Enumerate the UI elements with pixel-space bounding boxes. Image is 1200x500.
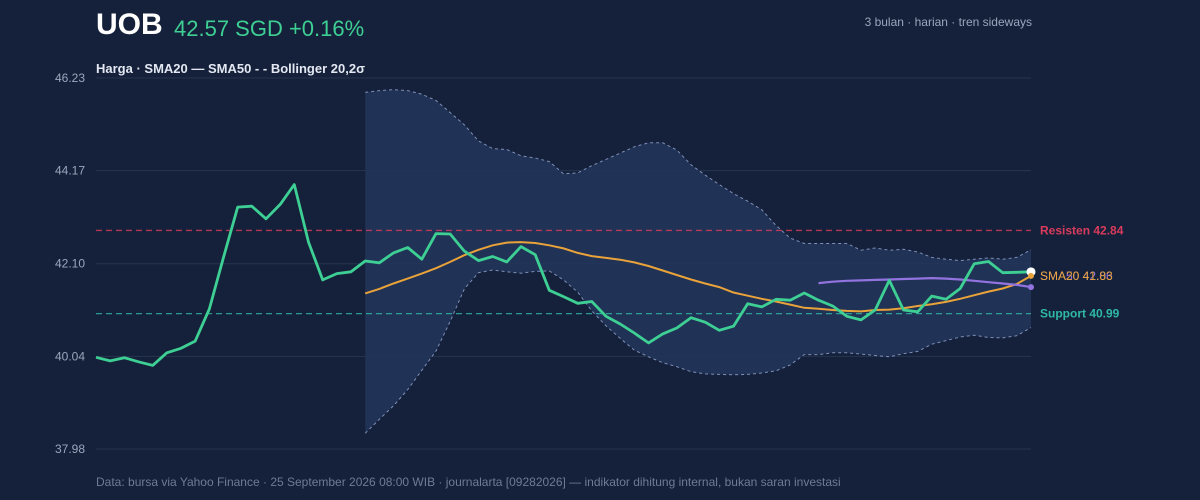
resisten-label: Resisten 42.84 — [1040, 223, 1124, 237]
support-label: Support 40.99 — [1040, 307, 1120, 321]
chart-legend: Harga · SMA20 — SMA50 - - Bollinger 20,2… — [96, 61, 365, 76]
sma20-line — [364, 241, 1032, 313]
y-tick-label: 37.98 — [55, 442, 85, 456]
chart-footer: Data: bursa via Yahoo Finance · 25 Septe… — [96, 475, 841, 489]
y-tick-label: 40.04 — [55, 349, 85, 363]
price-change: 42.57 SGD +0.16% — [174, 16, 365, 41]
y-tick-label: 42.10 — [55, 257, 85, 271]
bollinger-band — [365, 89, 1031, 434]
sma50-line — [818, 276, 1032, 289]
sma50-end-marker — [1028, 284, 1034, 291]
chart-subtitle: 3 bulan · harian · tren sideways — [864, 15, 1032, 29]
sma20-end-marker — [1028, 272, 1034, 279]
ticker-symbol: UOB — [96, 8, 163, 41]
price-line — [95, 183, 1032, 367]
sma50-end-label: SMA50 42.06 — [1040, 269, 1113, 283]
y-tick-label: 44.17 — [55, 164, 85, 178]
sma20-end-label: SMA20 41.83 — [1040, 269, 1113, 283]
bollinger-upper-line — [365, 89, 1032, 262]
y-tick-label: 46.23 — [55, 71, 85, 85]
